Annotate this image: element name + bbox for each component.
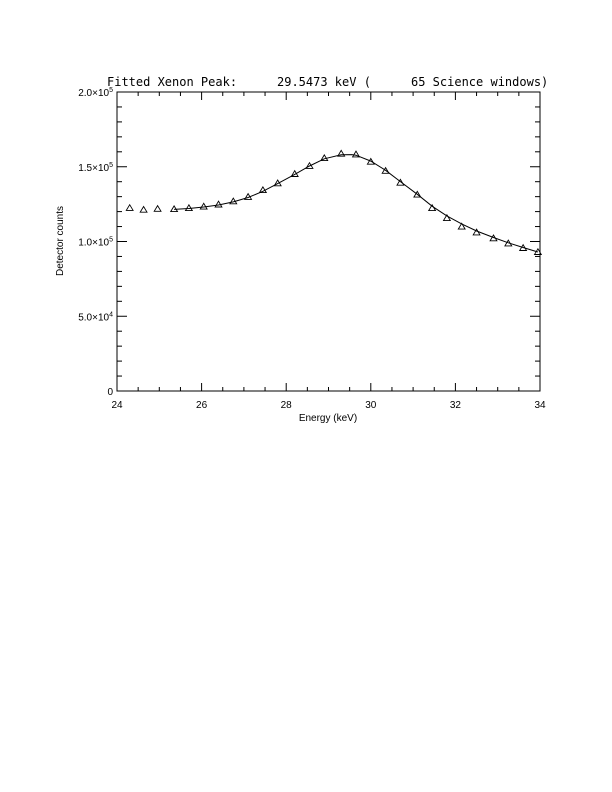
data-point-triangle	[442, 213, 452, 222]
chart-title-label: Fitted Xenon Peak:	[107, 75, 237, 89]
data-point-triangle	[273, 179, 282, 187]
x-tick-label: 26	[196, 400, 208, 411]
data-point-triangle	[489, 234, 498, 242]
y-axis-label: Detector counts	[55, 206, 66, 276]
data-point-triangle	[214, 200, 223, 208]
data-point-triangle	[169, 205, 179, 213]
data-point-triangle	[366, 157, 375, 165]
data-point-triangle	[381, 166, 390, 174]
y-tick-label: 1.5×105	[78, 162, 113, 174]
x-tick-label: 24	[111, 400, 123, 411]
data-point-triangle	[396, 178, 405, 186]
fit-curve-line	[174, 154, 539, 253]
fit-curve	[174, 154, 539, 253]
data-point-triangle	[472, 228, 481, 236]
data-point-triangle	[533, 247, 543, 255]
data-point-triangle	[258, 186, 268, 194]
x-tick-label: 34	[534, 400, 546, 411]
data-point-triangle	[518, 243, 528, 251]
data-point-triangle	[320, 154, 329, 162]
chart-title-windows: 65 Science windows)	[411, 75, 548, 89]
y-tick-label: 5.0×104	[78, 311, 113, 323]
chart-title: Fitted Xenon Peak: 29.5473 keV ( 65 Scie…	[107, 75, 548, 89]
data-point-triangle	[305, 161, 314, 169]
chart-title-energy: 29.5473 keV (	[277, 75, 371, 89]
data-point-triangle	[337, 149, 346, 157]
data-point-triangle	[125, 203, 134, 211]
data-point-triangle	[243, 192, 253, 200]
y-tick-label: 2.0×105	[78, 87, 113, 99]
x-tick-label: 32	[450, 400, 462, 411]
data-point-triangle	[153, 204, 162, 212]
data-points	[125, 149, 543, 255]
y-axis: 0 5.0×104 1.0×105 1.5×105 2.0×105	[78, 87, 540, 398]
data-point-triangle	[199, 202, 208, 210]
x-axis: 24 26 28 30 32 34	[111, 92, 546, 411]
x-tick-label: 28	[281, 400, 293, 411]
data-point-triangle	[229, 197, 238, 205]
plot-frame	[116, 91, 541, 392]
x-axis-label: Energy (keV)	[299, 413, 357, 424]
x-tick-label: 30	[365, 400, 377, 411]
y-tick-label: 0	[107, 387, 113, 398]
data-point-triangle	[413, 190, 422, 198]
data-point-triangle	[290, 169, 299, 177]
data-point-triangle	[351, 150, 361, 158]
data-point-triangle	[457, 222, 466, 230]
y-tick-label: 1.0×105	[78, 237, 113, 249]
data-point-triangle	[139, 205, 148, 213]
data-point-triangle	[427, 203, 437, 212]
data-point-triangle	[184, 203, 194, 212]
data-point-triangle	[504, 239, 513, 247]
